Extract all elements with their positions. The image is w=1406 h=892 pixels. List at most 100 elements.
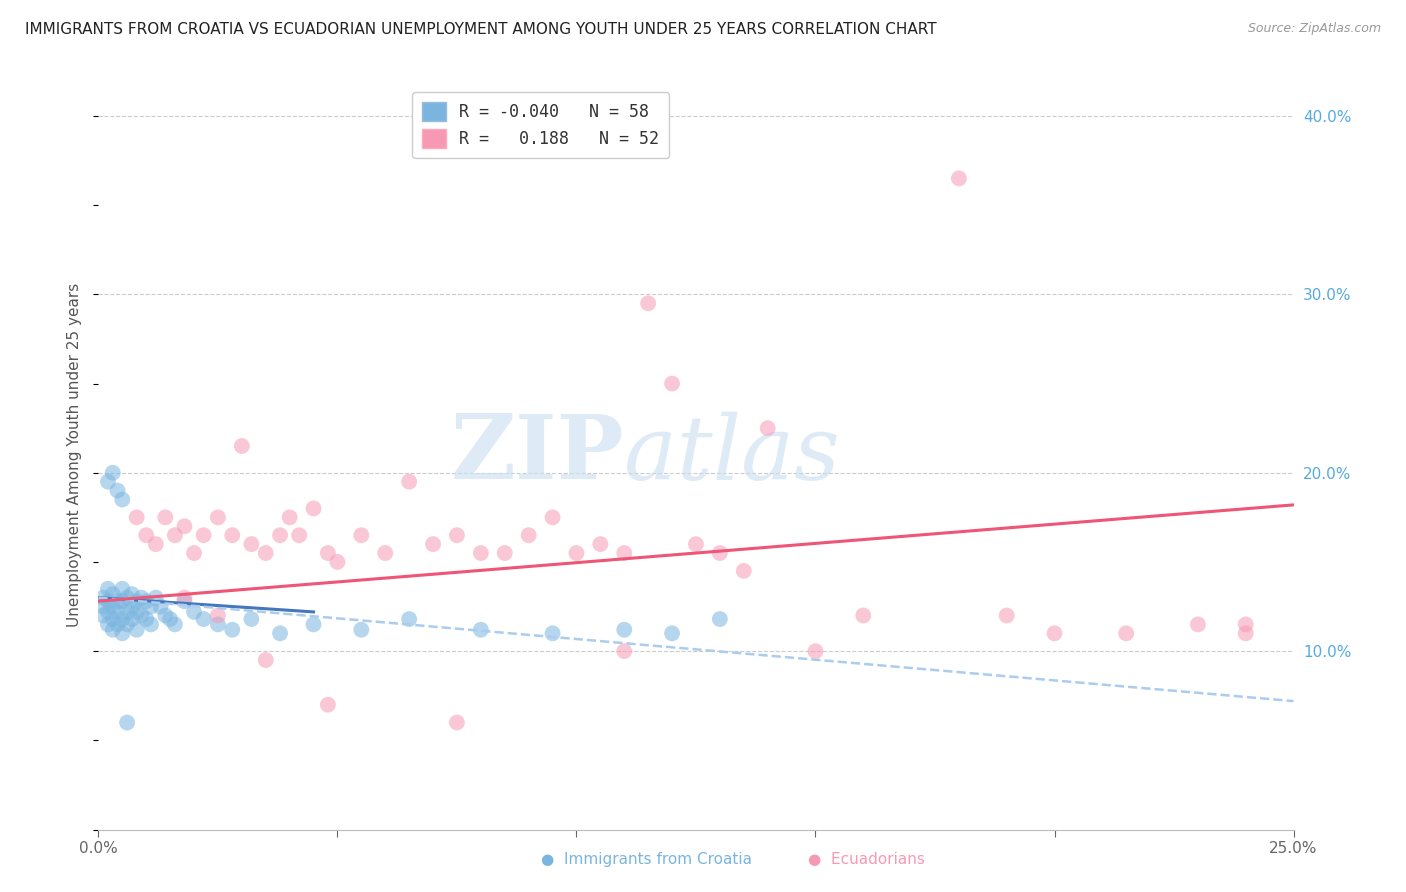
Point — [145, 591, 167, 605]
Point — [121, 612, 143, 626]
Point — [316, 698, 339, 712]
Point — [111, 492, 134, 507]
Point — [111, 594, 134, 608]
Point — [91, 608, 114, 623]
Point — [125, 510, 148, 524]
Point — [135, 594, 157, 608]
Point — [207, 608, 229, 623]
Point — [107, 605, 129, 619]
Point — [240, 612, 263, 626]
Point — [1234, 617, 1257, 632]
Point — [541, 626, 564, 640]
Point — [613, 644, 636, 658]
Text: Source: ZipAtlas.com: Source: ZipAtlas.com — [1247, 22, 1381, 36]
Point — [398, 612, 420, 626]
Point — [1115, 626, 1137, 640]
Point — [97, 475, 120, 489]
Point — [709, 612, 731, 626]
Point — [269, 528, 291, 542]
Point — [288, 528, 311, 542]
Point — [221, 623, 243, 637]
Point — [149, 599, 172, 614]
Point — [231, 439, 253, 453]
Point — [589, 537, 612, 551]
Text: ZIP: ZIP — [451, 411, 624, 499]
Point — [107, 483, 129, 498]
Point — [145, 537, 167, 551]
Point — [494, 546, 516, 560]
Point — [1234, 626, 1257, 640]
Point — [101, 612, 124, 626]
Point — [565, 546, 588, 560]
Legend: R = -0.040   N = 58, R =   0.188   N = 52: R = -0.040 N = 58, R = 0.188 N = 52 — [412, 93, 669, 158]
Point — [121, 587, 143, 601]
Point — [173, 519, 195, 533]
Point — [326, 555, 349, 569]
Point — [470, 623, 492, 637]
Point — [159, 612, 181, 626]
Point — [852, 608, 875, 623]
Text: IMMIGRANTS FROM CROATIA VS ECUADORIAN UNEMPLOYMENT AMONG YOUTH UNDER 25 YEARS CO: IMMIGRANTS FROM CROATIA VS ECUADORIAN UN… — [25, 22, 936, 37]
Point — [97, 594, 120, 608]
Point — [269, 626, 291, 640]
Text: ●  Ecuadorians: ● Ecuadorians — [808, 852, 925, 867]
Point — [173, 594, 195, 608]
Point — [115, 591, 138, 605]
Point — [107, 594, 129, 608]
Point — [316, 546, 339, 560]
Point — [193, 528, 215, 542]
Point — [350, 623, 373, 637]
Text: ●  Immigrants from Croatia: ● Immigrants from Croatia — [541, 852, 752, 867]
Point — [446, 528, 468, 542]
Point — [756, 421, 779, 435]
Point — [125, 605, 148, 619]
Point — [131, 591, 153, 605]
Point — [115, 715, 138, 730]
Point — [111, 582, 134, 596]
Point — [517, 528, 540, 542]
Point — [101, 587, 124, 601]
Point — [302, 501, 325, 516]
Point — [115, 605, 138, 619]
Point — [207, 510, 229, 524]
Point — [709, 546, 731, 560]
Point — [183, 605, 205, 619]
Point — [101, 599, 124, 614]
Point — [350, 528, 373, 542]
Point — [97, 605, 120, 619]
Point — [804, 644, 827, 658]
Point — [637, 296, 659, 310]
Point — [111, 612, 134, 626]
Point — [139, 617, 162, 632]
Point — [125, 623, 148, 637]
Point — [155, 608, 177, 623]
Point — [131, 608, 153, 623]
Point — [661, 376, 683, 391]
Point — [107, 617, 129, 632]
Point — [685, 537, 707, 551]
Point — [183, 546, 205, 560]
Point — [470, 546, 492, 560]
Point — [193, 612, 215, 626]
Point — [111, 626, 134, 640]
Point — [302, 617, 325, 632]
Point — [91, 591, 114, 605]
Point — [101, 623, 124, 637]
Point — [101, 466, 124, 480]
Point — [91, 599, 114, 614]
Point — [422, 537, 444, 551]
Point — [733, 564, 755, 578]
Point — [1043, 626, 1066, 640]
Point — [121, 599, 143, 614]
Point — [374, 546, 396, 560]
Point — [613, 546, 636, 560]
Point — [135, 528, 157, 542]
Point — [1187, 617, 1209, 632]
Point — [155, 510, 177, 524]
Point — [139, 599, 162, 614]
Point — [254, 546, 277, 560]
Point — [97, 617, 120, 632]
Y-axis label: Unemployment Among Youth under 25 years: Unemployment Among Youth under 25 years — [67, 283, 83, 627]
Point — [173, 591, 195, 605]
Point — [97, 582, 120, 596]
